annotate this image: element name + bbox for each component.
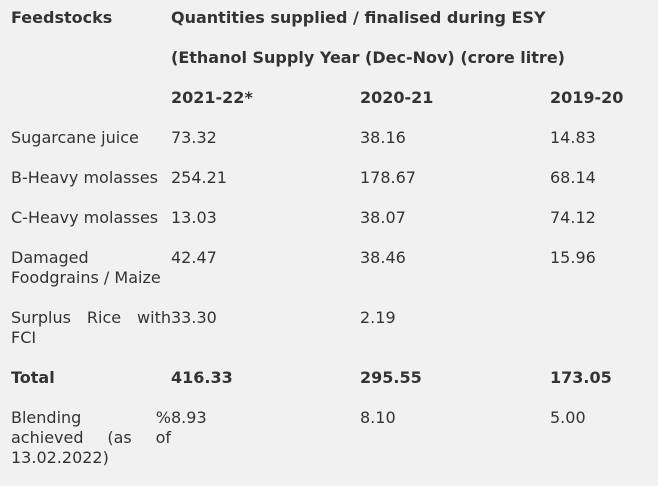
header-row: (Ethanol Supply Year (Dec-Nov) (crore li…	[0, 38, 658, 78]
cell: 38.16	[360, 128, 406, 147]
cell: B-Heavy molasses	[11, 168, 158, 187]
cell: 38.46	[360, 248, 406, 267]
cell: 254.21	[171, 168, 227, 187]
cell: 178.67	[360, 168, 416, 187]
row: C-Heavy molasses 13.03 38.07 74.12	[0, 198, 658, 238]
header-row: Feedstocks Quantities supplied / finalis…	[0, 0, 658, 38]
row: Sugarcane juice 73.32 38.16 14.83	[0, 118, 658, 158]
cell: Total	[11, 368, 55, 387]
row: B-Heavy molasses 254.21 178.67 68.14	[0, 158, 658, 198]
cell: 33.30	[171, 308, 217, 327]
cell: 74.12	[550, 208, 596, 227]
year-header: 2020-21	[360, 88, 434, 107]
cell: 15.96	[550, 248, 596, 267]
row: Damaged Foodgrains / Maize 42.47 38.46 1…	[0, 238, 658, 298]
cell: C-Heavy molasses	[11, 208, 159, 227]
cell: 68.14	[550, 168, 596, 187]
cell: 295.55	[360, 368, 422, 387]
cell: 8.10	[360, 408, 396, 427]
empty-cell	[550, 298, 658, 358]
total-row: Total 416.33 295.55 173.05	[0, 358, 658, 398]
cell: Sugarcane juice	[11, 128, 139, 147]
cell: 8.93	[171, 408, 207, 427]
empty-cell	[0, 38, 171, 78]
header-subtitle: (Ethanol Supply Year (Dec-Nov) (crore li…	[171, 48, 565, 67]
row: Surplus Rice with FCI 33.30 2.19	[0, 298, 658, 358]
year-header: 2019-20	[550, 88, 624, 107]
header-title: Quantities supplied / finalised during E…	[171, 8, 546, 27]
cell: 14.83	[550, 128, 596, 147]
cell: 173.05	[550, 368, 612, 387]
header-row: 2021-22* 2020-21 2019-20	[0, 78, 658, 118]
cell: 2.19	[360, 308, 396, 327]
cell: 416.33	[171, 368, 233, 387]
empty-cell	[0, 78, 171, 118]
cell: 13.03	[171, 208, 217, 227]
cell: 73.32	[171, 128, 217, 147]
cell: Damaged Foodgrains / Maize	[11, 248, 161, 287]
cell: 5.00	[550, 408, 586, 427]
header-cell: Feedstocks	[11, 8, 113, 27]
year-header: 2021-22*	[171, 88, 253, 107]
cell: 42.47	[171, 248, 217, 267]
cell: Blending % achieved (as of 13.02.2022)	[11, 408, 171, 467]
cell: Surplus Rice with FCI	[11, 308, 171, 347]
row: Blending % achieved (as of 13.02.2022) 8…	[0, 398, 658, 478]
cell: 38.07	[360, 208, 406, 227]
